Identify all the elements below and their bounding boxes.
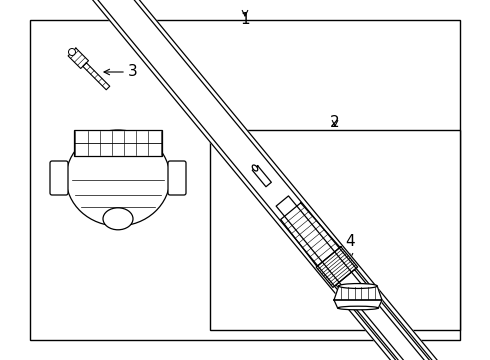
Bar [74, 130, 162, 156]
Text: 1: 1 [240, 12, 250, 27]
Polygon shape [83, 63, 110, 90]
Text: 3: 3 [128, 64, 138, 80]
Ellipse shape [338, 306, 378, 310]
Polygon shape [334, 286, 382, 300]
Ellipse shape [69, 49, 75, 55]
Polygon shape [252, 166, 271, 187]
Ellipse shape [103, 208, 133, 230]
Polygon shape [68, 48, 89, 68]
Polygon shape [276, 196, 490, 360]
Text: 4: 4 [345, 234, 355, 249]
Polygon shape [316, 247, 358, 287]
Ellipse shape [252, 165, 258, 171]
Text: 2: 2 [330, 115, 340, 130]
FancyBboxPatch shape [168, 161, 186, 195]
Bar [210, 130, 460, 330]
Polygon shape [281, 203, 340, 266]
Ellipse shape [66, 130, 170, 226]
FancyBboxPatch shape [50, 161, 68, 195]
Polygon shape [336, 270, 490, 360]
Ellipse shape [339, 284, 377, 288]
Bar [30, 20, 460, 340]
Polygon shape [334, 300, 382, 308]
